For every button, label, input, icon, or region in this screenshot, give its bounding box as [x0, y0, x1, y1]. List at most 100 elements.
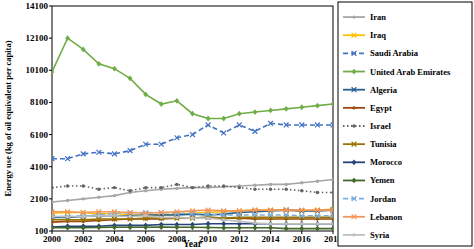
- legend-label: Lebanon: [370, 212, 402, 222]
- point: [237, 209, 242, 214]
- point: [112, 151, 117, 156]
- legend-label: United Arab Emirates: [370, 67, 451, 77]
- legend-marker: [352, 196, 357, 201]
- point: [96, 150, 101, 155]
- point: [113, 194, 116, 197]
- point: [331, 213, 333, 218]
- point: [143, 142, 148, 147]
- point: [253, 183, 256, 186]
- legend-label: Israel: [370, 121, 391, 131]
- point: [66, 184, 69, 187]
- point: [66, 199, 69, 202]
- point: [331, 178, 333, 181]
- y-tick: [49, 102, 52, 103]
- legend-swatch: [343, 107, 365, 109]
- legend-label: Iran: [370, 12, 386, 22]
- y-tick: [49, 6, 52, 7]
- legend-swatch: [343, 125, 365, 127]
- point: [268, 108, 273, 114]
- point: [331, 226, 333, 231]
- point: [175, 216, 178, 219]
- plot-area: [52, 35, 333, 231]
- point: [175, 187, 178, 190]
- point: [300, 181, 303, 184]
- point: [331, 222, 333, 225]
- point: [128, 224, 133, 230]
- x-tick-label: 2012: [230, 234, 249, 244]
- point: [81, 210, 86, 215]
- point: [221, 131, 226, 136]
- legend-label: Syria: [370, 230, 390, 240]
- legend-marker: [352, 106, 355, 109]
- point: [316, 191, 319, 194]
- legend: IranIraqSaudi ArabiaUnited Arab Emirates…: [338, 2, 472, 246]
- point: [52, 225, 54, 231]
- series: [52, 208, 333, 220]
- point: [82, 215, 85, 218]
- series-line: [52, 184, 333, 192]
- point: [96, 209, 101, 214]
- point: [268, 225, 273, 231]
- point: [159, 210, 164, 215]
- point: [284, 226, 289, 231]
- point: [82, 184, 85, 187]
- point: [174, 224, 179, 230]
- legend-marker: [352, 87, 357, 92]
- y-tick-label: 6100: [30, 130, 49, 140]
- point: [81, 151, 86, 156]
- y-tick: [49, 38, 52, 39]
- point: [143, 91, 148, 97]
- point: [191, 216, 194, 219]
- y-tick: [49, 70, 52, 71]
- point: [253, 225, 258, 231]
- point: [316, 179, 319, 182]
- point: [97, 214, 100, 217]
- point: [82, 197, 85, 200]
- point: [331, 101, 333, 107]
- legend-marker: [352, 142, 357, 147]
- point: [222, 218, 225, 221]
- point: [206, 225, 211, 231]
- series: [52, 178, 333, 204]
- y-tick-label: 14100: [26, 1, 49, 11]
- point: [268, 208, 273, 213]
- point: [96, 61, 101, 67]
- point: [206, 116, 211, 122]
- point: [331, 123, 333, 128]
- point: [268, 121, 273, 126]
- legend-label: Morocco: [370, 157, 402, 167]
- point: [237, 123, 242, 128]
- point: [315, 103, 320, 109]
- x-tick-label: 2004: [105, 234, 124, 244]
- point: [52, 215, 54, 218]
- point: [315, 208, 320, 213]
- legend-marker: [352, 33, 357, 38]
- point: [206, 216, 209, 219]
- x-tick-label: 2002: [74, 234, 93, 244]
- legend-swatch: [343, 234, 365, 236]
- point: [222, 185, 225, 188]
- series-line: [52, 123, 333, 158]
- series: [52, 214, 333, 225]
- x-tick-label: 2014: [262, 234, 281, 244]
- series: [52, 224, 333, 231]
- point: [66, 215, 69, 218]
- legend-marker: [352, 214, 357, 219]
- point: [52, 200, 54, 203]
- point: [113, 186, 116, 189]
- point: [144, 214, 147, 217]
- point: [174, 98, 179, 104]
- point: [299, 104, 304, 110]
- point: [81, 46, 86, 52]
- point: [159, 101, 164, 107]
- point: [112, 209, 117, 214]
- point: [284, 188, 287, 191]
- point: [128, 189, 131, 192]
- legend-marker: [352, 124, 355, 127]
- y-tick-label: 8100: [30, 97, 49, 107]
- point: [253, 221, 256, 224]
- series-line: [52, 217, 333, 219]
- point: [128, 75, 133, 81]
- legend-marker: [352, 178, 357, 184]
- point: [175, 183, 178, 186]
